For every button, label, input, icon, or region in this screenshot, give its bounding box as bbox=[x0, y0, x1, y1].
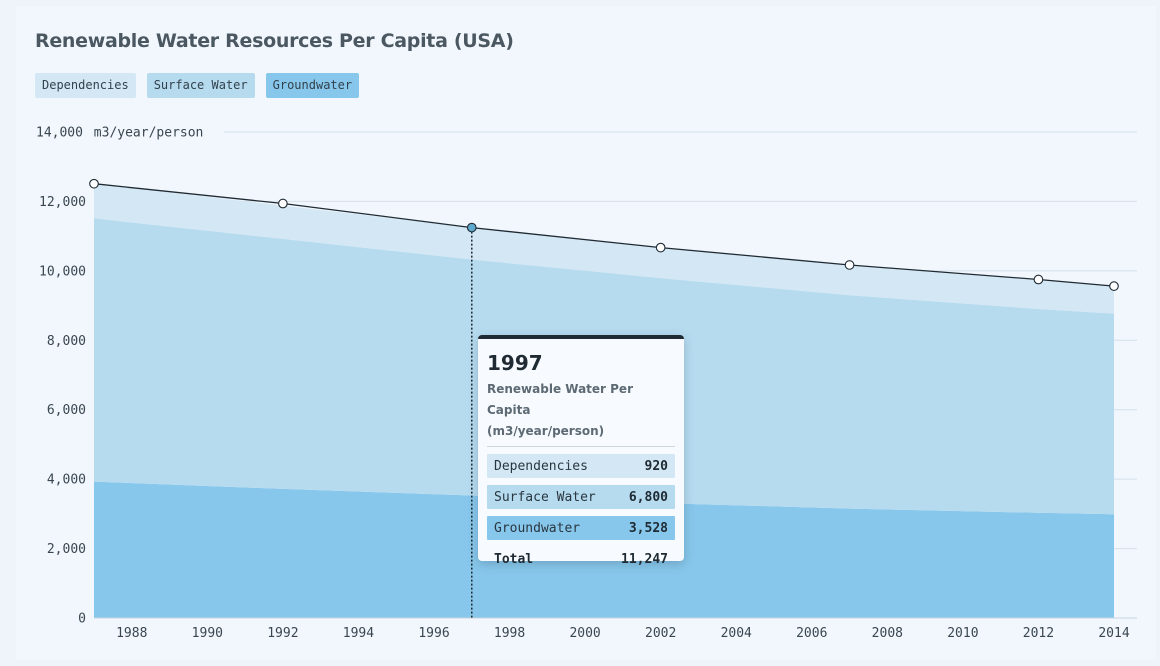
data-point bbox=[89, 178, 99, 189]
legend: Dependencies Surface Water Groundwater bbox=[35, 73, 360, 98]
x-tick-label: 1990 bbox=[192, 626, 223, 641]
tooltip-row-value: 6,800 bbox=[628, 489, 668, 505]
x-tick-label: 2012 bbox=[1023, 626, 1054, 641]
x-tick-label: 1992 bbox=[267, 626, 298, 641]
x-tick-label: 2004 bbox=[721, 626, 752, 641]
tooltip-subtitle: Renewable Water Per Capita (m3/year/pers… bbox=[487, 379, 675, 447]
x-tick-label: 1988 bbox=[116, 626, 147, 641]
data-point bbox=[1033, 274, 1044, 285]
legend-item-groundwater[interactable]: Groundwater bbox=[265, 73, 360, 98]
legend-item-surface-water[interactable]: Surface Water bbox=[146, 73, 255, 98]
tooltip-total-value: 11,247 bbox=[621, 551, 668, 567]
x-tick-label: 1998 bbox=[494, 626, 525, 641]
y-tick-label: 0 bbox=[78, 612, 86, 627]
x-tick-label: 2002 bbox=[645, 626, 676, 641]
tooltip-total-label: Total bbox=[494, 551, 534, 567]
data-point bbox=[1109, 281, 1119, 291]
tooltip-subtitle-line2: (m3/year/person) bbox=[487, 424, 605, 438]
y-tick-label: 6,000 bbox=[47, 403, 86, 418]
tooltip-row-label: Surface Water bbox=[494, 489, 596, 505]
data-point bbox=[278, 198, 288, 209]
y-tick-label: 4,000 bbox=[47, 473, 86, 488]
legend-item-dependencies[interactable]: Dependencies bbox=[35, 73, 136, 98]
y-tick-label: 14,000 bbox=[36, 126, 83, 141]
chart-title: Renewable Water Resources Per Capita (US… bbox=[35, 30, 514, 52]
data-point bbox=[655, 242, 666, 253]
tooltip-row-label: Dependencies bbox=[494, 458, 588, 474]
tooltip-row-total: Total 11,247 bbox=[487, 547, 675, 571]
y-axis-unit: m3/year/person bbox=[94, 126, 204, 141]
tooltip-subtitle-line1: Renewable Water Per Capita bbox=[487, 382, 633, 417]
data-point bbox=[466, 222, 477, 233]
tooltip-row-value: 3,528 bbox=[628, 520, 668, 536]
tooltip-row-dependencies: Dependencies 920 bbox=[487, 454, 675, 478]
x-tick-label: 1994 bbox=[343, 626, 374, 641]
y-tick-label: 2,000 bbox=[47, 542, 86, 557]
x-tick-label: 2006 bbox=[796, 626, 827, 641]
tooltip-row-label: Groundwater bbox=[494, 520, 581, 536]
x-tick-label: 2014 bbox=[1098, 626, 1129, 641]
tooltip-row-groundwater: Groundwater 3,528 bbox=[487, 516, 675, 540]
x-tick-label: 2010 bbox=[947, 626, 978, 641]
y-tick-label: 10,000 bbox=[39, 264, 86, 279]
data-point bbox=[844, 260, 855, 270]
tooltip-row-surface-water: Surface Water 6,800 bbox=[487, 485, 675, 509]
x-tick-label: 2000 bbox=[569, 626, 600, 641]
x-tick-label: 2008 bbox=[872, 626, 903, 641]
tooltip: 1997 Renewable Water Per Capita (m3/year… bbox=[478, 335, 684, 567]
tooltip-row-value: 920 bbox=[644, 458, 668, 474]
y-tick-label: 8,000 bbox=[47, 334, 86, 349]
area-dependencies bbox=[94, 183, 1114, 314]
x-tick-label: 1996 bbox=[418, 626, 449, 641]
y-tick-label: 12,000 bbox=[39, 195, 86, 210]
tooltip-year: 1997 bbox=[487, 351, 543, 375]
